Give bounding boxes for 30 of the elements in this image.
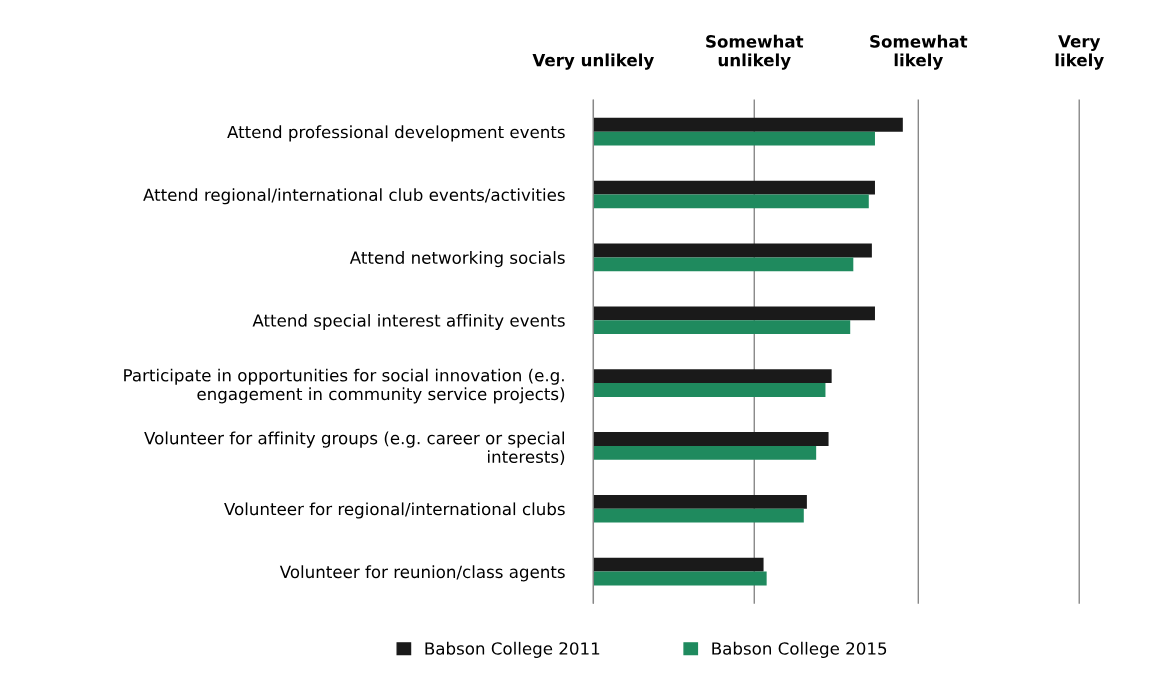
bar bbox=[593, 557, 764, 572]
ref-line-label: Very unlikely bbox=[532, 53, 654, 70]
bar bbox=[593, 508, 804, 523]
bar bbox=[593, 180, 875, 195]
bar bbox=[593, 194, 869, 209]
bar bbox=[593, 369, 832, 384]
bar bbox=[593, 320, 851, 335]
y-tick-label: Volunteer for affinity groups (e.g. career or special interests) bbox=[144, 431, 565, 466]
bar bbox=[593, 243, 872, 258]
ref-line-label: Somewhat likely bbox=[870, 34, 968, 70]
bar bbox=[593, 494, 807, 509]
y-tick-label: Attend networking socials bbox=[349, 251, 565, 268]
ref-line-label: Somewhat unlikely bbox=[706, 34, 804, 70]
y-tick-label: Participate in opportunities for social innovation (e.g. engagement in community service projects) bbox=[124, 368, 565, 404]
y-tick-label: Attend regional/international club events/activities bbox=[143, 188, 565, 205]
bar bbox=[593, 432, 829, 446]
y-tick-label: Volunteer for regional/international clubs bbox=[224, 502, 565, 519]
legend-label: Babson College 2015 bbox=[712, 641, 887, 658]
y-tick-label: Attend special interest affinity events bbox=[252, 313, 565, 331]
y-tick-label: Volunteer for reunion/class agents bbox=[279, 565, 565, 582]
legend-label: Babson College 2011 bbox=[425, 641, 600, 658]
y-tick-label: Attend professional development events bbox=[227, 125, 565, 142]
ref-line-label: Very likely bbox=[1055, 35, 1104, 70]
bar bbox=[593, 257, 854, 272]
bar bbox=[593, 445, 817, 460]
bar bbox=[593, 131, 875, 146]
bar bbox=[593, 383, 826, 397]
bar bbox=[593, 571, 767, 586]
bar bbox=[593, 306, 875, 321]
bar bbox=[593, 117, 903, 132]
